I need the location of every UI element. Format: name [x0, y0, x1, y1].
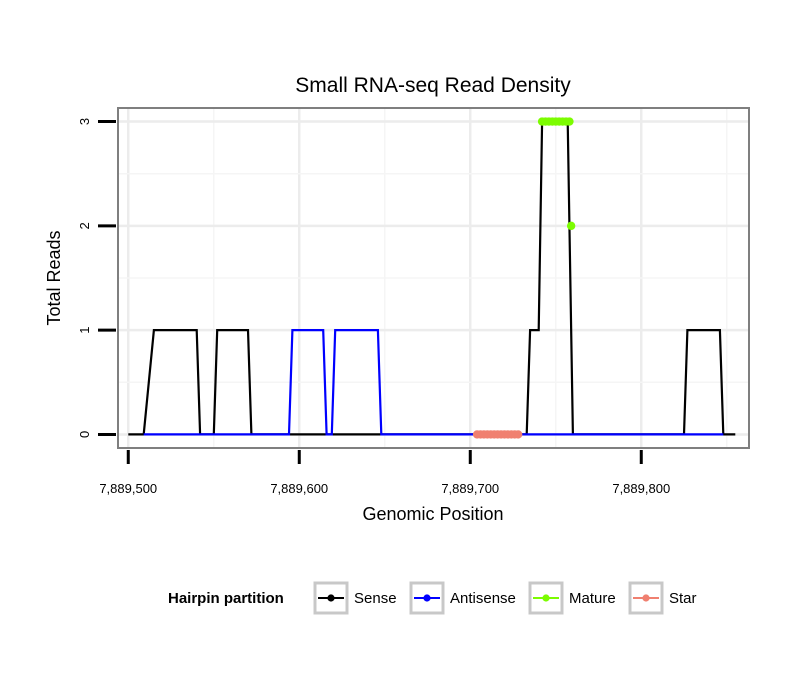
legend-key-point: [327, 594, 335, 602]
legend: Hairpin partition Sense Antisense Mature St…: [168, 581, 697, 615]
series-mature-point: [566, 221, 576, 231]
x-tick-label: 7,889,800: [612, 481, 670, 496]
x-tick-label: 7,889,700: [441, 481, 499, 496]
legend-label-antisense: Antisense: [450, 590, 516, 607]
legend-key-point: [642, 594, 650, 602]
series-star-point: [513, 430, 523, 439]
legend-label-star: Star: [669, 590, 697, 607]
x-axis-title: Genomic Position: [362, 504, 503, 524]
legend-key-point: [423, 594, 431, 602]
chart-title: Small RNA-seq Read Density: [295, 74, 571, 97]
series-layer: [128, 117, 736, 439]
series-mature-point: [565, 117, 574, 126]
y-tick-label: 0: [77, 431, 92, 438]
x-tick-label: 7,889,600: [270, 481, 328, 496]
legend-label-sense: Sense: [354, 590, 397, 607]
legend-title: Hairpin partition: [168, 590, 284, 607]
y-tick-label: 2: [77, 222, 92, 229]
series-sense-line: [128, 120, 736, 436]
y-tick-label: 3: [77, 118, 92, 125]
legend-label-mature: Mature: [569, 590, 616, 607]
x-tick-label: 7,889,500: [99, 481, 157, 496]
y-axis-title: Total Reads: [44, 230, 64, 325]
y-tick-label: 1: [77, 327, 92, 334]
axes: 7,889,500 7,889,600 7,889,700 7,889,800 0 1 2 3: [77, 118, 670, 496]
legend-key-point: [542, 594, 550, 602]
